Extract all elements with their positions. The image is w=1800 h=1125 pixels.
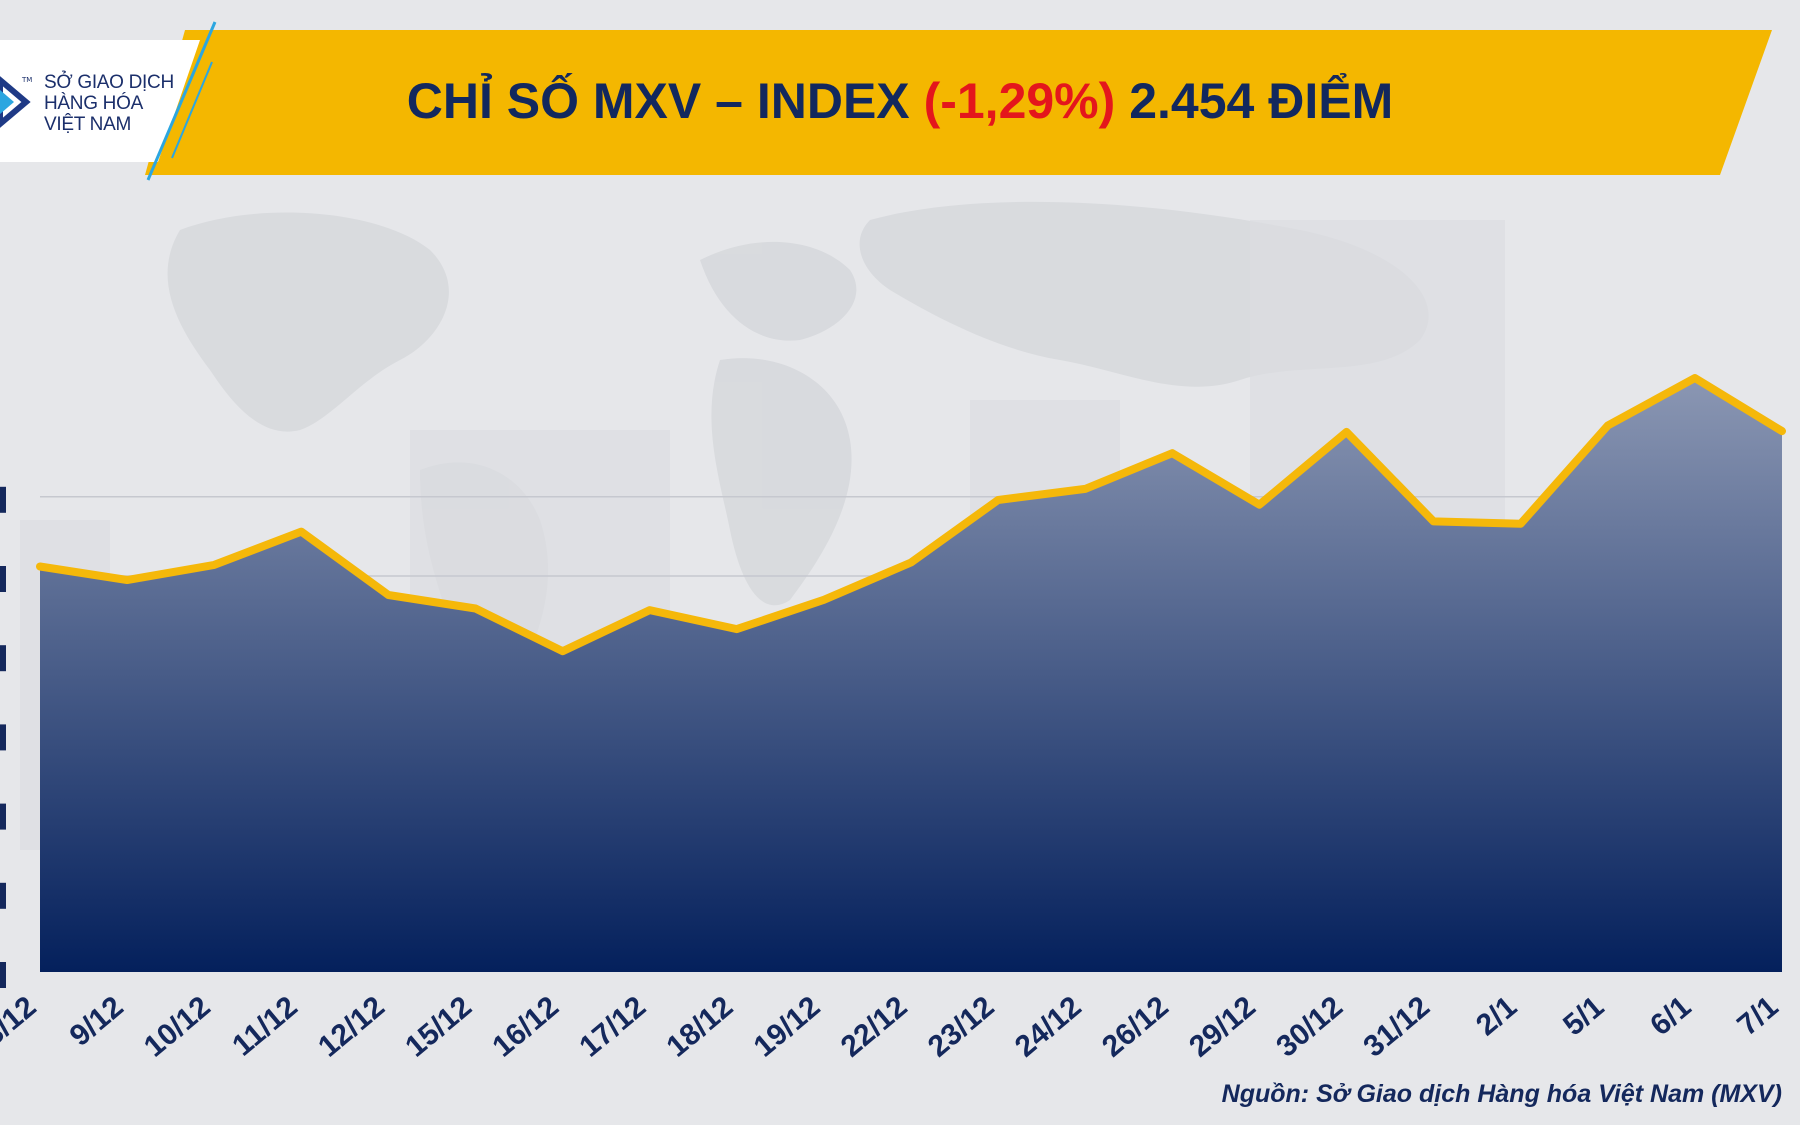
data-point-5-1: [1604, 422, 1611, 429]
x-tick-label: 8/12: [0, 990, 42, 1053]
header-banner: [0, 21, 1772, 181]
data-point-16-12: [559, 648, 566, 655]
data-point-17-12: [646, 607, 653, 614]
y-tick-label-fragment: [0, 645, 6, 672]
x-tick-label: 23/12: [922, 990, 1001, 1064]
data-point-11-12: [298, 528, 305, 535]
data-point-12-12: [385, 592, 392, 599]
data-point-18-12: [733, 626, 740, 633]
data-point-15-12: [472, 605, 479, 612]
title-points: 2.454 ĐIỂM: [1129, 73, 1394, 129]
x-tick-label: 9/12: [64, 990, 130, 1053]
y-tick-label-fragment: [0, 724, 6, 751]
data-point-10-12: [211, 561, 218, 568]
x-axis-ticks: 8/12 9/12 10/12 11/12 12/12 15/12 16/12 17/12 18…: [0, 990, 1784, 1064]
logo-text-line-3: VIỆT NAM: [44, 114, 131, 135]
y-axis-ticks: [0, 486, 6, 988]
logo-divider-line: [146, 21, 217, 181]
data-point-23-12: [995, 496, 1002, 503]
x-tick-label: 6/1: [1644, 990, 1697, 1042]
x-tick-label: 7/1: [1731, 990, 1784, 1042]
logo-text-line-2: HÀNG HÓA: [44, 93, 143, 114]
x-tick-label: 22/12: [835, 990, 914, 1064]
area-series: [40, 378, 1782, 972]
data-point-30-12: [1343, 428, 1350, 435]
x-tick-label: 15/12: [399, 990, 478, 1064]
y-tick-label-fragment: [0, 803, 6, 830]
data-point-22-12: [908, 559, 914, 566]
data-point-8-12: [37, 563, 43, 570]
y-tick-label-fragment: [0, 962, 6, 988]
x-tick-label: 24/12: [1009, 990, 1088, 1064]
y-tick-label-fragment: [0, 566, 6, 592]
x-tick-label: 18/12: [661, 990, 740, 1064]
data-point-31-12: [1430, 518, 1437, 525]
header-yellow-band: [145, 30, 1772, 175]
y-tick-label-fragment: [0, 882, 6, 909]
data-point-24-12: [1082, 485, 1089, 492]
x-tick-label: 2/1: [1470, 990, 1523, 1042]
y-tick-label-fragment: [0, 486, 6, 513]
x-tick-label: 12/12: [312, 990, 391, 1064]
mxv-logo: TM SỞ GIAO DỊCH HÀNG HÓA VIỆT NAM: [0, 38, 200, 164]
data-point-2-1: [1517, 520, 1524, 527]
line-series: [36, 374, 1786, 656]
logo-text-line-1: SỞ GIAO DỊCH: [44, 72, 174, 93]
x-tick-label: 10/12: [138, 990, 217, 1064]
data-point-19-12: [820, 596, 827, 603]
x-tick-label: 5/1: [1557, 990, 1610, 1042]
logo-white-panel: [0, 40, 200, 162]
x-tick-label: 26/12: [1096, 990, 1175, 1064]
data-point-29-12: [1256, 501, 1263, 508]
x-tick-label: 19/12: [748, 990, 827, 1064]
source-note: Nguồn: Sở Giao dịch Hàng hóa Việt Nam (M…: [1221, 1080, 1782, 1108]
x-tick-label: 11/12: [226, 990, 303, 1062]
area-fill: [40, 378, 1782, 972]
x-tick-label: 17/12: [573, 990, 652, 1064]
data-point-6-1: [1691, 375, 1698, 381]
title-change-percent: (-1,29%): [923, 73, 1116, 129]
title-prefix: CHỈ SỐ MXV – INDEX: [406, 73, 910, 129]
x-tick-label: 16/12: [486, 990, 565, 1064]
logo-tm-mark: TM: [22, 76, 33, 84]
x-tick-label: 30/12: [1270, 990, 1349, 1064]
mxv-logo-icon: [0, 76, 31, 128]
data-point-7-1: [1779, 428, 1785, 435]
x-tick-label: 31/12: [1357, 990, 1436, 1064]
chart-title: CHỈ SỐ MXV – INDEX (-1,29%) 2.454 ĐIỂM: [200, 72, 1600, 130]
data-point-26-12: [1169, 450, 1176, 457]
x-tick-label: 29/12: [1183, 990, 1262, 1064]
data-point-9-12: [124, 576, 131, 583]
